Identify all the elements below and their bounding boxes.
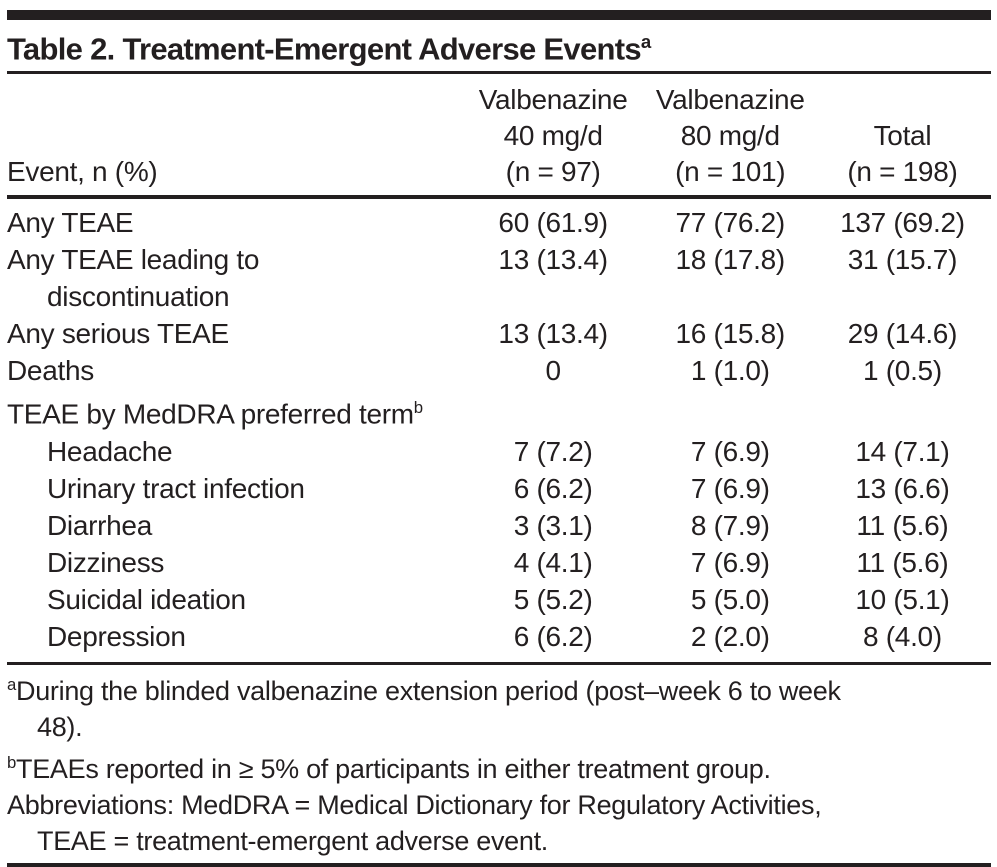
value-cell: 1 (1.0)	[690, 355, 770, 387]
value-cell: 3 (3.1)	[513, 509, 593, 541]
value-cell: 77 (76.2)	[675, 207, 786, 239]
value-cell: 29 (14.6)	[847, 318, 958, 350]
footnote: bTEAEs reported in ≥ 5% of participants …	[7, 752, 771, 784]
value-cell: 8 (7.9)	[690, 509, 770, 541]
value-cell: 8 (4.0)	[863, 620, 942, 652]
column-header-line: Valbenazine	[478, 84, 628, 116]
value-cell: 2 (2.0)	[690, 620, 770, 652]
value-cell: 60 (61.9)	[498, 207, 608, 239]
value-cell: 13 (13.4)	[498, 244, 608, 276]
column-header-line: Total	[873, 120, 932, 152]
table-row: Depression 6 (6.2) 2 (2.0) 8 (4.0)	[7, 618, 991, 662]
value-cell: 11 (5.6)	[856, 509, 949, 541]
value-cell: 11 (5.6)	[856, 546, 949, 578]
event-label-cell: Any serious TEAE	[7, 318, 229, 350]
column-header-total: Total (n = 198)	[813, 74, 991, 200]
value-cell	[647, 389, 814, 432]
value-cell: 7 (6.9)	[690, 546, 770, 578]
value-cell: 13 (6.6)	[855, 472, 950, 504]
event-label-cell: Depression	[47, 620, 186, 652]
table-row: TEAE by MedDRA preferred termb	[7, 389, 991, 432]
column-header-line: Valbenazine	[655, 84, 805, 116]
header-row: Event, n (%) Valbenazine 40 mg/d (n = 97…	[7, 74, 991, 200]
value-cell: 7 (7.2)	[513, 435, 593, 467]
footnote-marker: b	[7, 752, 17, 772]
value-cell: 13 (13.4)	[498, 318, 608, 350]
value-cell: 5 (5.2)	[513, 583, 593, 615]
table-row: Deaths 0 1 (1.0) 1 (0.5)	[7, 352, 991, 389]
table-body: Any TEAE 60 (61.9) 77 (76.2) 137 (69.2) Any …	[7, 197, 991, 661]
event-label-cell: Any TEAE	[7, 207, 134, 239]
column-header-line: (n = 101)	[675, 156, 786, 188]
column-header-event: Event, n (%)	[7, 74, 460, 200]
value-cell: 5 (5.0)	[690, 583, 770, 615]
value-cell: 10 (5.1)	[855, 583, 950, 615]
table-row: Suicidal ideation 5 (5.2) 5 (5.0) 10 (5.1)	[7, 581, 991, 618]
value-cell: 18 (17.8)	[675, 244, 786, 276]
value-cell: 4 (4.1)	[513, 546, 593, 578]
footnote-marker: a	[7, 674, 17, 694]
column-header-line: 40 mg/d	[503, 120, 603, 152]
rule-above-footnotes	[7, 661, 991, 665]
title-footnote-marker: a	[640, 31, 651, 52]
value-cell: 7 (6.9)	[690, 435, 770, 467]
table-title-text: Table 2. Treatment-Emergent Adverse Even…	[7, 31, 642, 67]
table-row: Any serious TEAE 13 (13.4) 16 (15.8) 29 (14…	[7, 315, 991, 352]
footnote: Abbreviations: MedDRA = Medical Dictiona…	[7, 789, 822, 856]
column-header-valbenazine-40: Valbenazine 40 mg/d (n = 97)	[459, 74, 647, 200]
table-title: Table 2. Treatment-Emergent Adverse Even…	[7, 22, 991, 75]
event-label-cell: Dizziness	[47, 546, 165, 578]
value-cell: 6 (6.2)	[513, 472, 593, 504]
row-footnote-marker: b	[413, 398, 423, 418]
table-row: Dizziness 4 (4.1) 7 (6.9) 11 (5.6)	[7, 544, 991, 581]
value-cell: 1 (0.5)	[863, 355, 942, 387]
column-header-line: 80 mg/d	[680, 120, 780, 152]
value-cell: 14 (7.1)	[855, 435, 950, 467]
column-header-line: (n = 198)	[847, 156, 958, 188]
event-label-cell: Deaths	[7, 355, 94, 387]
value-cell	[814, 389, 991, 432]
event-label-cell: Headache	[47, 435, 173, 467]
table-row: Any TEAE leading to discontinuation 13 (13…	[7, 241, 991, 315]
bottom-rule	[7, 862, 991, 867]
value-cell: 31 (15.7)	[847, 244, 958, 276]
top-bar	[7, 10, 991, 20]
table-row: Urinary tract infection 6 (6.2) 7 (6.9) 13 …	[7, 470, 991, 507]
event-label-cell: TEAE by MedDRA preferred termb	[7, 398, 423, 430]
adverse-events-table: Event, n (%) Valbenazine 40 mg/d (n = 97…	[7, 74, 991, 661]
footnotes-section: aDuring the blinded valbenazine extensio…	[7, 665, 991, 863]
table-row: Diarrhea 3 (3.1) 8 (7.9) 11 (5.6)	[7, 507, 991, 544]
column-header-line: (n = 97)	[505, 156, 601, 188]
column-header-valbenazine-80: Valbenazine 80 mg/d (n = 101)	[646, 74, 814, 200]
table-row: Any TEAE 60 (61.9) 77 (76.2) 137 (69.2)	[7, 197, 991, 241]
value-cell: 0	[545, 355, 561, 387]
value-cell: 7 (6.9)	[690, 472, 770, 504]
table-row: Headache 7 (7.2) 7 (6.9) 14 (7.1)	[7, 433, 991, 470]
value-cell: 137 (69.2)	[840, 207, 965, 239]
event-label-cell: Diarrhea	[47, 509, 152, 541]
event-label-cell: Any TEAE leading to discontinuation	[7, 244, 260, 313]
value-cell: 6 (6.2)	[513, 620, 593, 652]
value-cell: 16 (15.8)	[675, 318, 786, 350]
event-label-cell: Suicidal ideation	[47, 583, 246, 615]
column-header-label: Event, n (%)	[7, 156, 158, 188]
footnote: aDuring the blinded valbenazine extensio…	[7, 674, 841, 742]
event-label-cell: Urinary tract infection	[47, 472, 305, 504]
value-cell	[460, 389, 647, 432]
